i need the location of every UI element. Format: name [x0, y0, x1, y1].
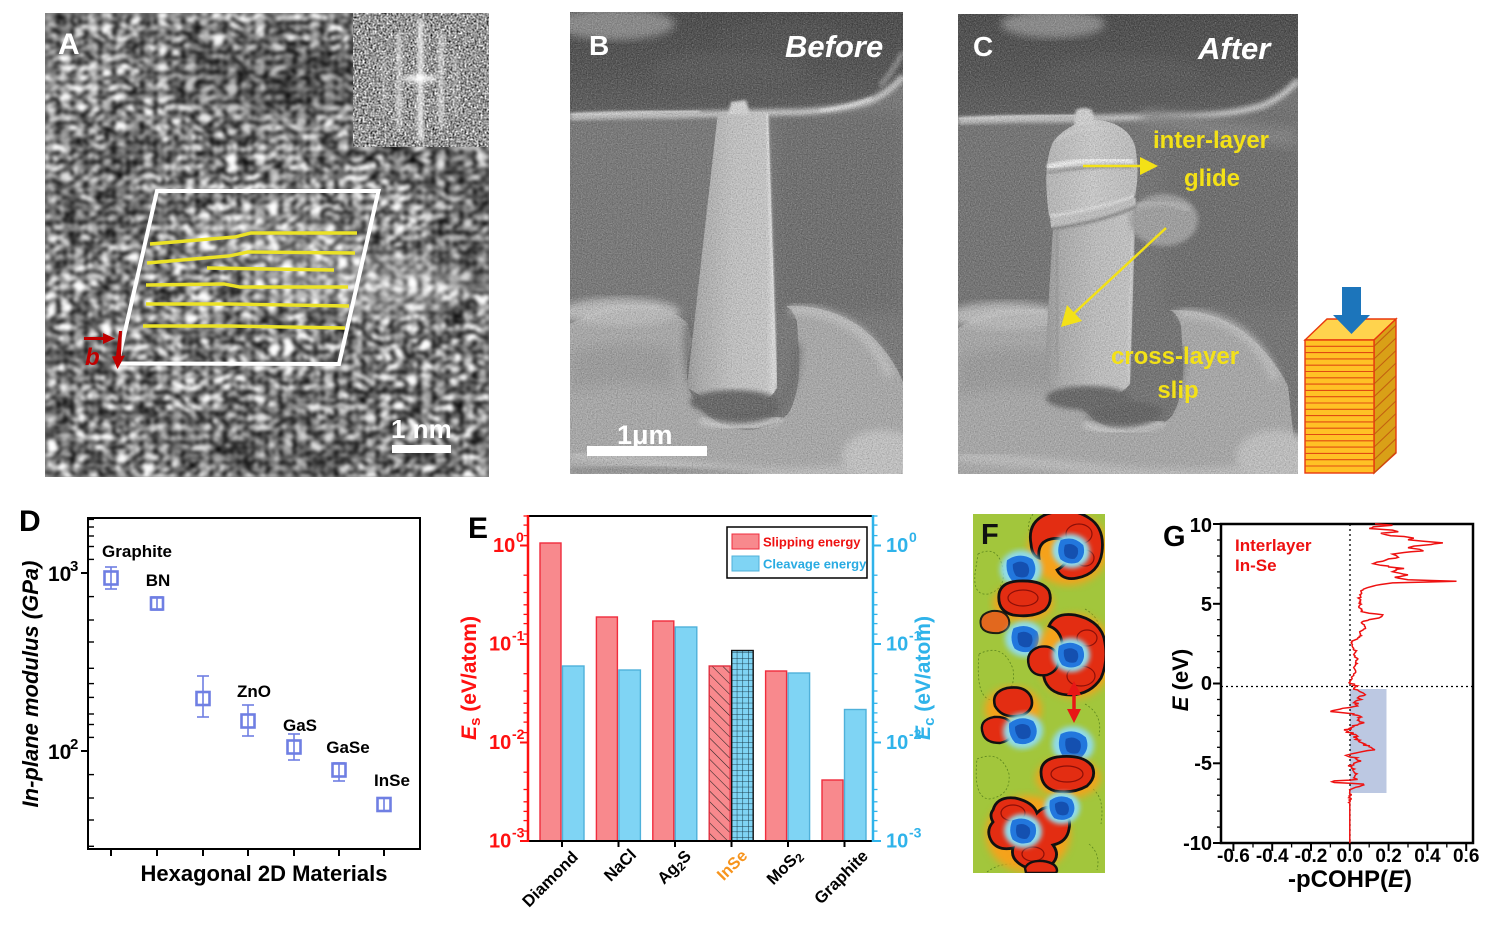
svg-text:C: C	[973, 31, 993, 62]
svg-text:In-plane modulus (GPa): In-plane modulus (GPa)	[18, 561, 43, 808]
svg-text:Before: Before	[785, 29, 883, 64]
svg-text:3: 3	[70, 558, 78, 575]
svg-text:ZnO: ZnO	[237, 682, 271, 701]
svg-text:glide: glide	[1184, 165, 1240, 192]
svg-text:-0.2: -0.2	[1295, 846, 1328, 867]
svg-text:GaSe: GaSe	[326, 738, 369, 757]
svg-text:BN: BN	[146, 571, 171, 590]
svg-text:E: E	[468, 512, 488, 545]
svg-text:cross-layer: cross-layer	[1111, 343, 1239, 370]
svg-text:1μm: 1μm	[617, 420, 673, 450]
svg-text:b: b	[85, 344, 100, 371]
svg-text:F: F	[981, 519, 999, 551]
svg-text:Graphite: Graphite	[811, 847, 872, 908]
svg-text:10: 10	[886, 634, 908, 656]
svg-text:-10: -10	[1183, 833, 1212, 855]
svg-text:-3: -3	[909, 825, 922, 841]
svg-text:10: 10	[489, 732, 511, 754]
svg-text:A: A	[58, 28, 80, 61]
svg-text:-2: -2	[512, 726, 525, 742]
svg-text:-pCOHP(E): -pCOHP(E)	[1288, 866, 1412, 893]
svg-text:-0.4: -0.4	[1256, 846, 1289, 867]
svg-text:10: 10	[886, 732, 908, 754]
svg-text:-3: -3	[512, 825, 525, 841]
svg-text:Cleavage energy: Cleavage energy	[763, 557, 867, 572]
svg-text:Ag2S: Ag2S	[654, 847, 696, 889]
svg-text:-2: -2	[909, 726, 922, 742]
svg-text:10: 10	[493, 535, 515, 557]
svg-text:10: 10	[489, 634, 511, 656]
svg-text:0.0: 0.0	[1337, 846, 1363, 867]
svg-text:-5: -5	[1194, 753, 1212, 775]
svg-text:Hexagonal 2D Materials: Hexagonal 2D Materials	[141, 861, 388, 886]
svg-text:10: 10	[1190, 515, 1212, 537]
svg-text:InSe: InSe	[374, 771, 410, 790]
svg-text:-1: -1	[909, 628, 922, 644]
svg-text:0: 0	[1201, 673, 1212, 695]
svg-text:G: G	[1163, 521, 1186, 553]
svg-text:5: 5	[1201, 594, 1212, 616]
svg-text:-1: -1	[512, 628, 525, 644]
svg-text:Interlayer: Interlayer	[1235, 536, 1312, 555]
svg-text:Slipping energy: Slipping energy	[763, 535, 861, 550]
svg-text:2: 2	[70, 736, 78, 753]
svg-text:10: 10	[489, 831, 511, 853]
svg-text:B: B	[589, 30, 609, 61]
svg-text:10: 10	[886, 831, 908, 853]
svg-text:Ec (eV/atom): Ec (eV/atom)	[912, 616, 938, 740]
svg-text:Es (eV/atom): Es (eV/atom)	[458, 616, 484, 740]
svg-text:10: 10	[48, 741, 71, 764]
svg-text:0: 0	[909, 529, 917, 545]
svg-text:inter-layer: inter-layer	[1153, 127, 1269, 154]
svg-text:slip: slip	[1157, 377, 1198, 404]
svg-text:0: 0	[516, 529, 524, 545]
svg-text:0.2: 0.2	[1375, 846, 1401, 867]
svg-text:-0.6: -0.6	[1217, 846, 1250, 867]
svg-text:NaCl: NaCl	[601, 846, 640, 885]
svg-text:Graphite: Graphite	[102, 542, 172, 561]
svg-text:After: After	[1197, 31, 1272, 66]
svg-text:Diamond: Diamond	[519, 848, 582, 911]
svg-text:0.4: 0.4	[1414, 846, 1441, 867]
svg-text:10: 10	[48, 563, 71, 586]
svg-text:10: 10	[886, 535, 908, 557]
svg-text:In-Se: In-Se	[1235, 556, 1277, 575]
svg-text:E (eV): E (eV)	[1168, 649, 1193, 711]
svg-text:MoS2: MoS2	[763, 846, 807, 890]
svg-text:0.6: 0.6	[1453, 846, 1479, 867]
svg-text:InSe: InSe	[714, 847, 751, 884]
svg-text:1 nm: 1 nm	[391, 414, 452, 444]
svg-text:GaS: GaS	[283, 716, 317, 735]
svg-text:D: D	[19, 505, 41, 538]
